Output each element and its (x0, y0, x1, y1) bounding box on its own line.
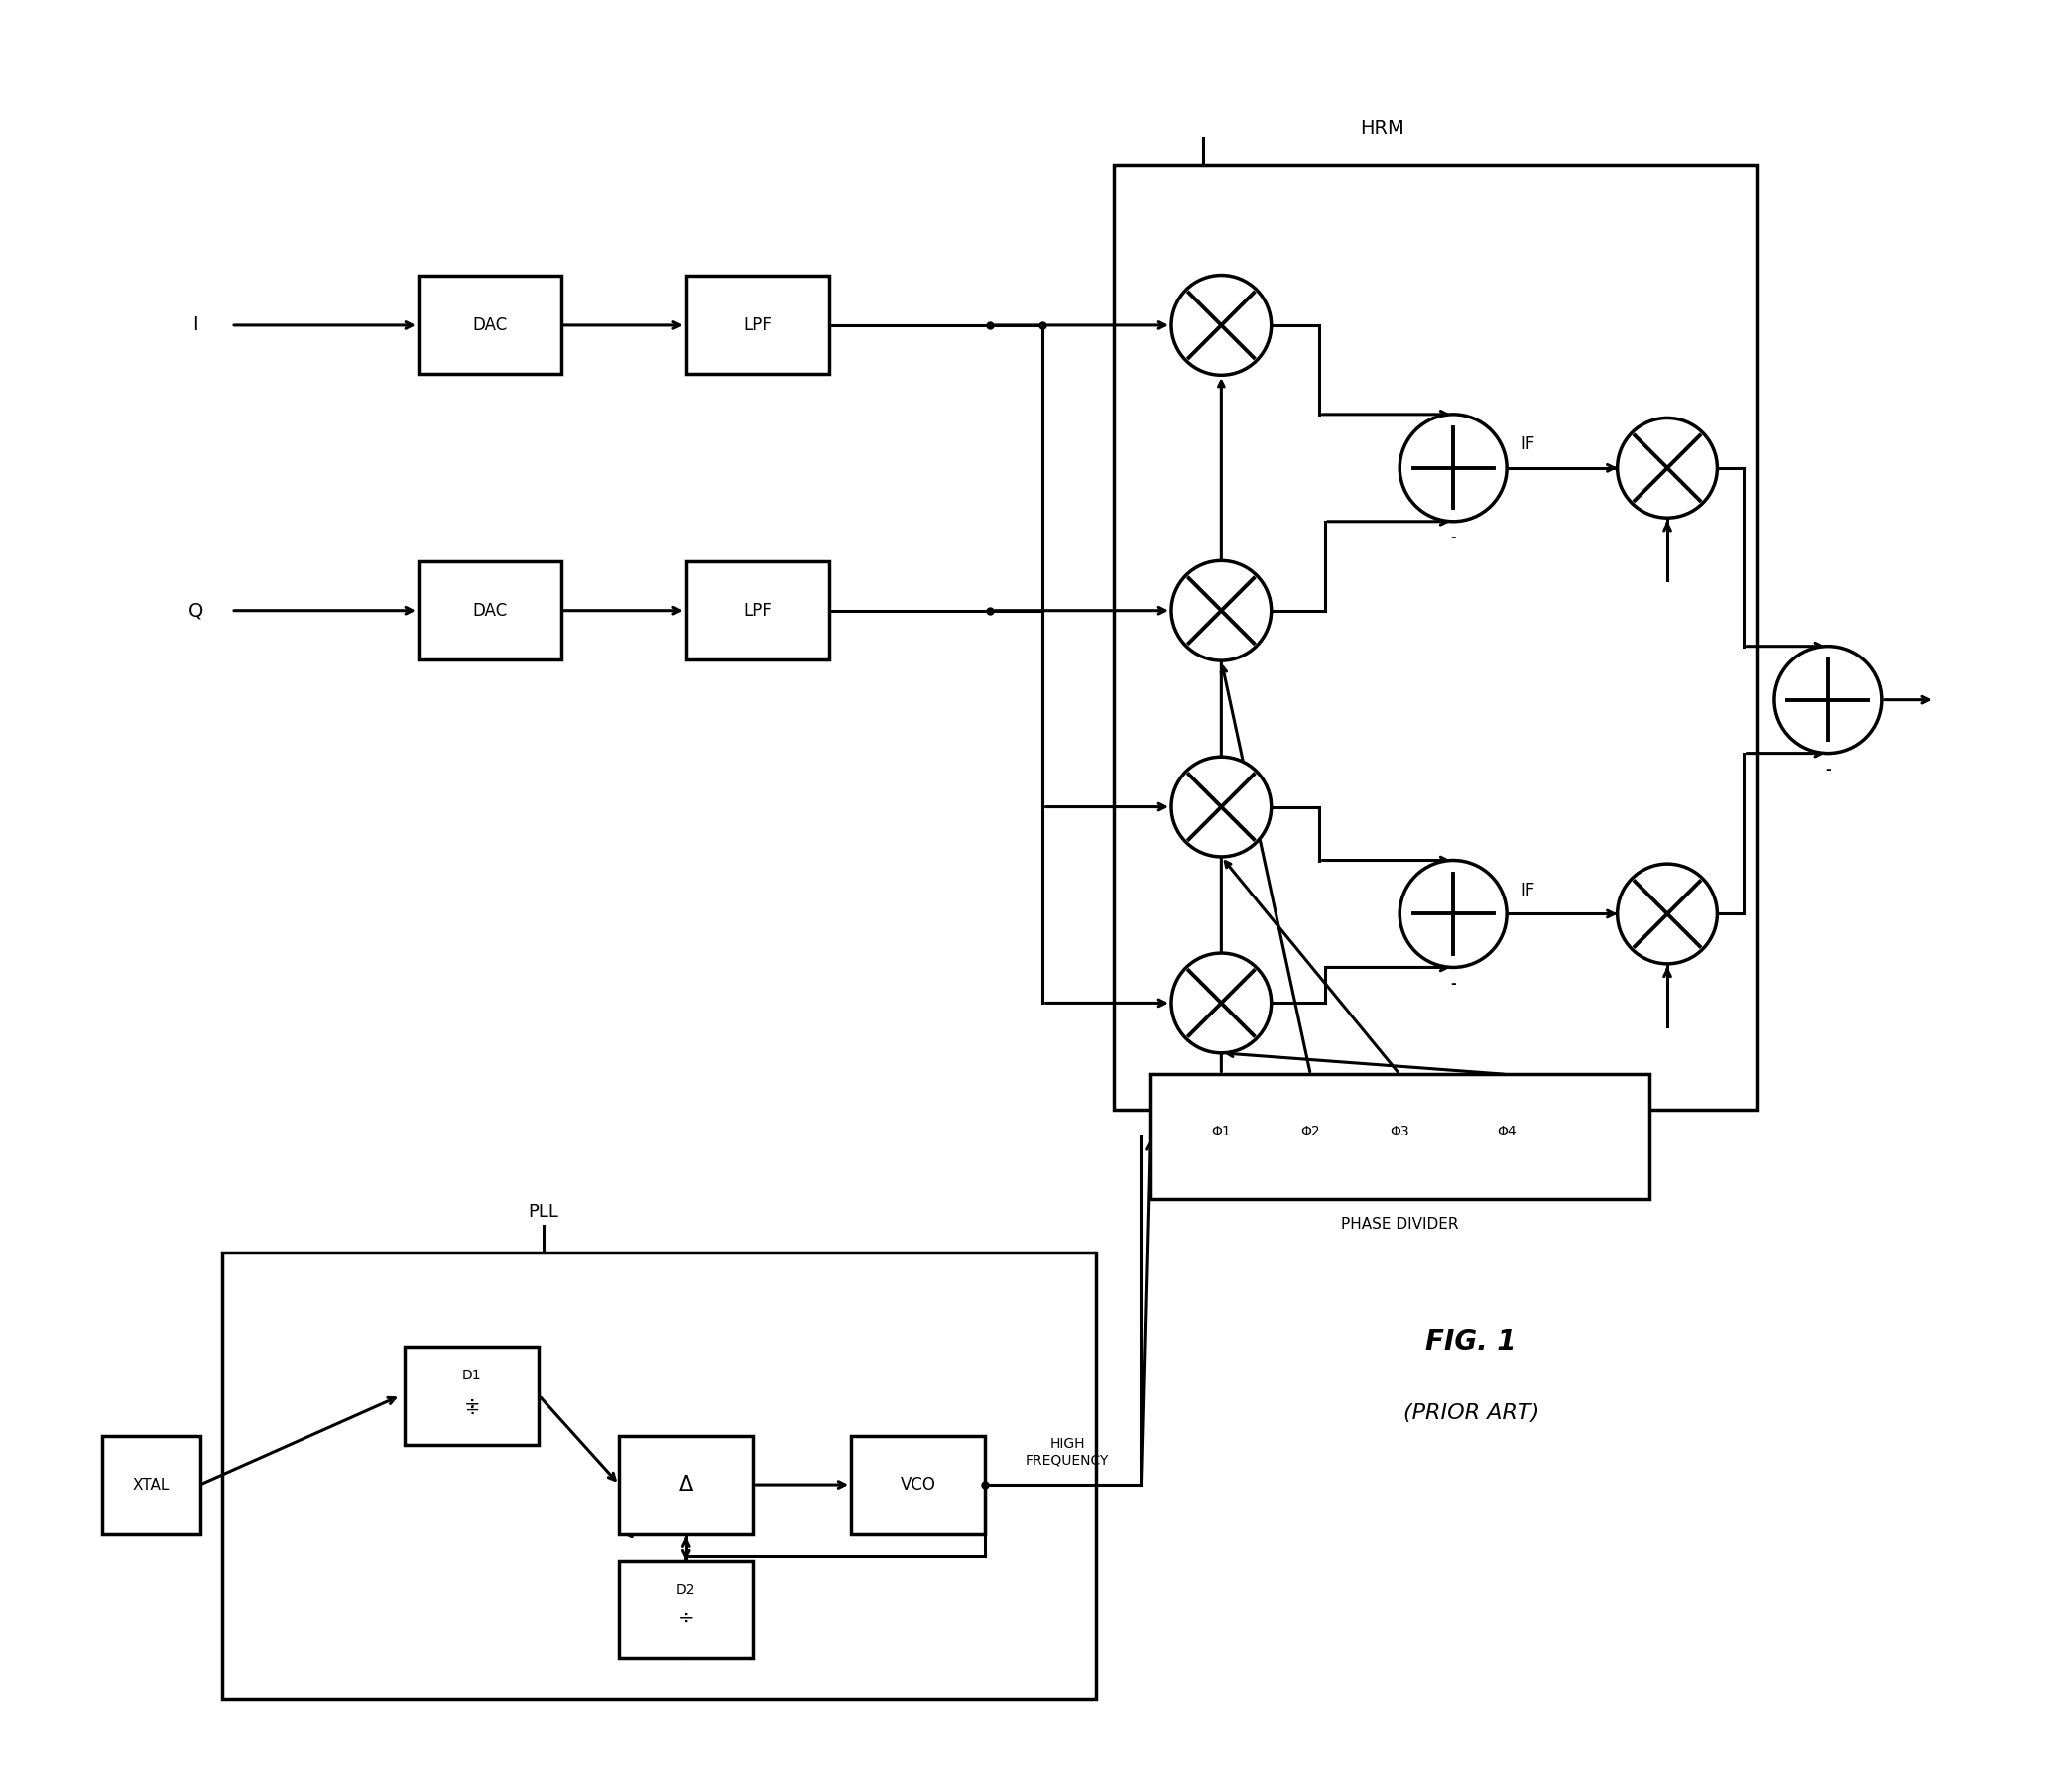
Text: -: - (1450, 530, 1456, 545)
Circle shape (1170, 953, 1272, 1054)
Bar (405, 1346, 540, 1444)
Text: HIGH
FREQUENCY: HIGH FREQUENCY (1026, 1437, 1108, 1468)
Circle shape (1170, 561, 1272, 661)
Bar (618, 1435, 753, 1534)
Text: D1: D1 (463, 1369, 482, 1383)
Text: PLL: PLL (527, 1202, 558, 1220)
Text: VCO: VCO (900, 1475, 937, 1493)
Text: FIG. 1: FIG. 1 (1425, 1328, 1516, 1357)
Circle shape (1617, 418, 1716, 518)
Text: LPF: LPF (742, 602, 771, 620)
Text: XTAL: XTAL (132, 1477, 170, 1493)
Text: HRM: HRM (1359, 118, 1404, 138)
Bar (101, 1435, 201, 1534)
Text: IF: IF (1522, 882, 1534, 900)
Text: ÷: ÷ (465, 1401, 480, 1419)
Circle shape (1400, 414, 1508, 521)
Text: DAC: DAC (472, 602, 507, 620)
Text: Q: Q (188, 600, 203, 620)
Circle shape (1617, 864, 1716, 964)
Bar (852, 1435, 984, 1534)
Circle shape (1774, 647, 1882, 753)
Text: Φ3: Φ3 (1390, 1125, 1410, 1138)
Circle shape (1170, 756, 1272, 857)
Text: PHASE DIVIDER: PHASE DIVIDER (1340, 1217, 1458, 1231)
Text: Δ: Δ (678, 1475, 693, 1495)
Bar (221, 1253, 1096, 1699)
Bar (687, 561, 829, 659)
Bar (618, 1561, 753, 1659)
Text: D2: D2 (676, 1582, 695, 1597)
Bar (418, 561, 560, 659)
Text: LPF: LPF (742, 315, 771, 333)
Text: ÷: ÷ (678, 1609, 695, 1627)
Circle shape (1170, 276, 1272, 375)
Text: I: I (192, 315, 199, 335)
Text: -: - (1826, 762, 1830, 776)
Text: IF: IF (1522, 435, 1534, 453)
Circle shape (1400, 860, 1508, 968)
Text: Φ1: Φ1 (1212, 1125, 1230, 1138)
Text: Φ4: Φ4 (1497, 1125, 1516, 1138)
Text: -: - (1450, 977, 1456, 991)
Text: DAC: DAC (472, 315, 507, 333)
Text: ÷: ÷ (463, 1394, 480, 1414)
Bar (687, 276, 829, 375)
Text: (PRIOR ART): (PRIOR ART) (1402, 1403, 1539, 1423)
Bar (1150, 1075, 1650, 1199)
Bar (1115, 165, 1756, 1109)
Bar (418, 276, 560, 375)
Text: Φ2: Φ2 (1301, 1125, 1319, 1138)
